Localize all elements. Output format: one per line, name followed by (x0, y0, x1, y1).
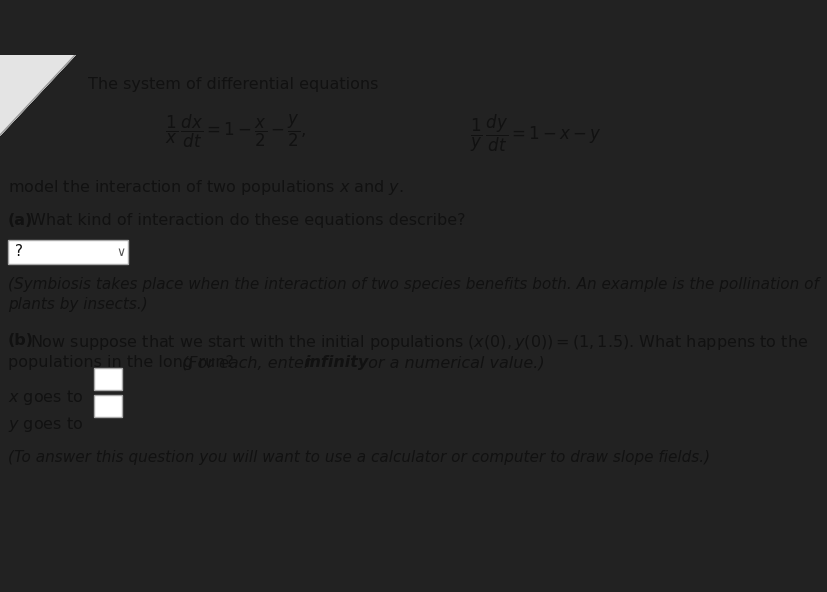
Text: ∨: ∨ (116, 246, 125, 259)
Polygon shape (0, 55, 75, 135)
FancyBboxPatch shape (94, 368, 122, 390)
Text: (b): (b) (8, 333, 34, 348)
FancyBboxPatch shape (8, 240, 128, 264)
Text: $x$ goes to: $x$ goes to (8, 388, 84, 407)
Text: ?: ? (15, 244, 23, 259)
Polygon shape (0, 55, 75, 135)
FancyBboxPatch shape (94, 395, 122, 417)
Text: or a numerical value.): or a numerical value.) (362, 355, 544, 370)
Text: $\dfrac{1}{y}\,\dfrac{dy}{dt} = 1 - x - y$: $\dfrac{1}{y}\,\dfrac{dy}{dt} = 1 - x - … (470, 113, 601, 154)
Polygon shape (0, 55, 75, 135)
Text: $\dfrac{1}{x}\,\dfrac{dx}{dt} = 1 - \dfrac{x}{2} - \dfrac{y}{2},$: $\dfrac{1}{x}\,\dfrac{dx}{dt} = 1 - \dfr… (165, 113, 306, 150)
Text: infinity: infinity (304, 355, 369, 370)
Text: Now suppose that we start with the initial populations $(x(0), y(0)) = (1, 1.5)$: Now suppose that we start with the initi… (30, 333, 807, 352)
Text: (For each, enter: (For each, enter (182, 355, 315, 370)
Text: model the interaction of two populations $x$ and $y$.: model the interaction of two populations… (8, 178, 404, 197)
Text: plants by insects.): plants by insects.) (8, 297, 147, 312)
Text: $y$ goes to: $y$ goes to (8, 415, 84, 434)
Polygon shape (0, 55, 75, 135)
Text: (a): (a) (8, 213, 33, 228)
Text: (Symbiosis takes place when the interaction of two species benefits both. An exa: (Symbiosis takes place when the interact… (8, 277, 818, 292)
Text: populations in the long run?: populations in the long run? (8, 355, 239, 370)
Text: (To answer this question you will want to use a calculator or computer to draw s: (To answer this question you will want t… (8, 450, 710, 465)
Text: What kind of interaction do these equations describe?: What kind of interaction do these equati… (30, 213, 465, 228)
Text: The system of differential equations: The system of differential equations (88, 77, 378, 92)
